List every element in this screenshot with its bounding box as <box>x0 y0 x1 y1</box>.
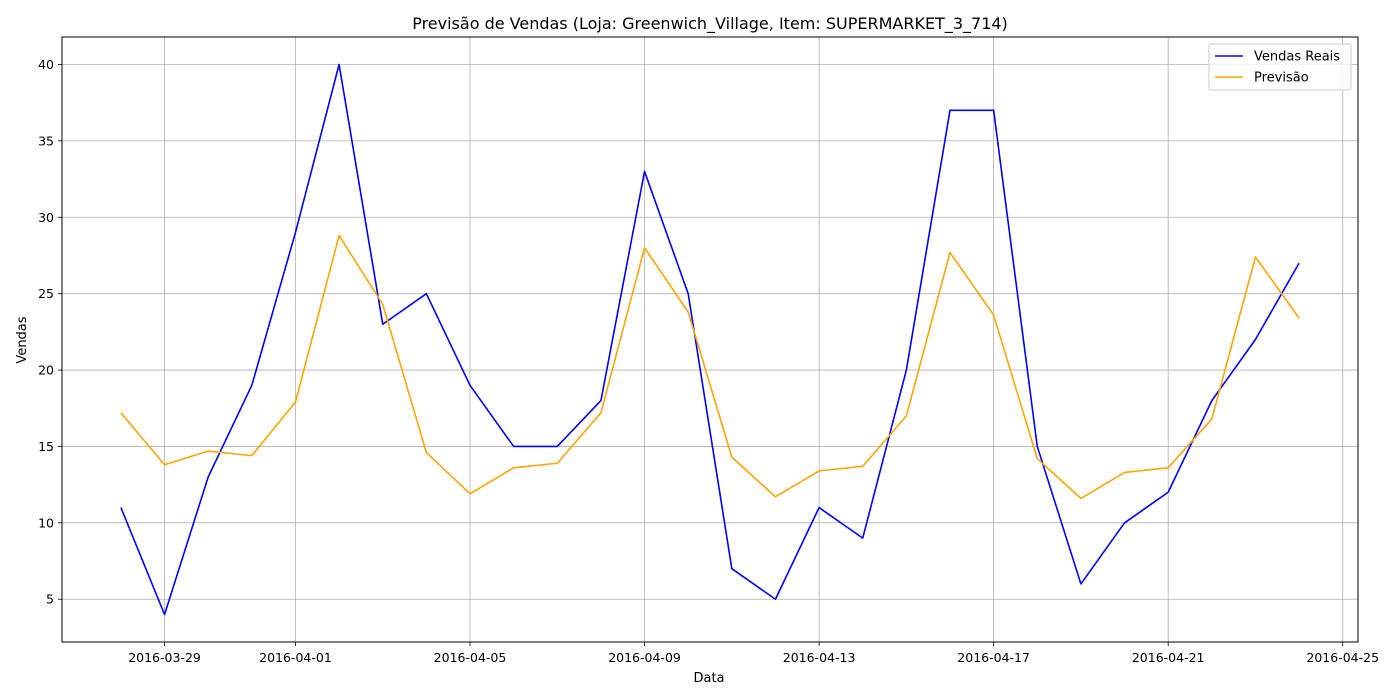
y-axis-label: Vendas <box>15 316 30 363</box>
chart-title: Previsão de Vendas (Loja: Greenwich_Vill… <box>412 14 1008 34</box>
series-line-previsao <box>120 234 1300 500</box>
y-axis-ticks: 5 10 15 20 25 30 35 40 <box>38 57 62 607</box>
legend-label: Previsão <box>1254 71 1309 86</box>
x-axis-label: Data <box>693 671 724 686</box>
x-tick-label: 2016-04-17 <box>957 650 1030 665</box>
y-tick-label: 10 <box>38 515 54 530</box>
y-tick-label: 20 <box>38 363 54 378</box>
x-tick-label: 2016-04-01 <box>259 650 332 665</box>
x-tick-label: 2016-04-09 <box>608 650 681 665</box>
x-tick-label: 2016-04-13 <box>783 650 856 665</box>
x-tick-label: 2016-04-25 <box>1306 650 1379 665</box>
y-tick-label: 35 <box>38 133 54 148</box>
y-tick-label: 30 <box>38 210 54 225</box>
y-tick-label: 25 <box>38 286 54 301</box>
y-tick-label: 15 <box>38 439 54 454</box>
series-layer <box>120 63 1300 616</box>
legend-label: Vendas Reais <box>1254 50 1340 65</box>
x-tick-label: 2016-04-05 <box>434 650 507 665</box>
y-tick-label: 40 <box>38 57 54 72</box>
legend: Vendas Reais Previsão <box>1208 43 1352 91</box>
grid <box>62 37 1358 642</box>
series-line-vendas-reais <box>120 63 1300 616</box>
y-tick-label: 5 <box>46 592 54 607</box>
x-tick-label: 2016-03-29 <box>128 650 201 665</box>
x-tick-label: 2016-04-21 <box>1132 650 1205 665</box>
x-axis-ticks: 2016-03-29 2016-04-01 2016-04-05 2016-04-09… <box>128 642 1379 665</box>
plot-frame <box>61 36 1359 643</box>
legend-box <box>1208 43 1352 91</box>
